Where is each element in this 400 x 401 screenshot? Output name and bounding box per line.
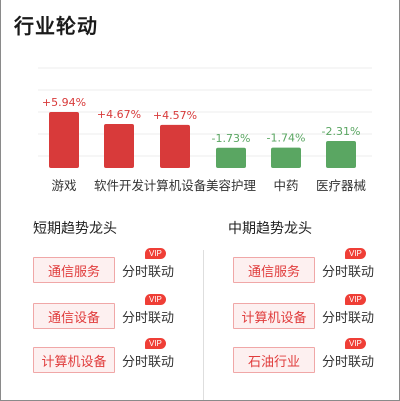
- bar-2: [104, 123, 134, 168]
- bar-value-label-5: -1.74%: [267, 132, 306, 145]
- time-share-link-label[interactable]: 分时联动: [122, 354, 175, 370]
- mid-term-leader-3[interactable]: 石油行业 分时联动 VIP: [233, 337, 375, 375]
- bar-value-label-6: -2.31%: [322, 125, 361, 138]
- short-term-tag-1[interactable]: 通信服务: [33, 257, 115, 283]
- short-term-leader-1[interactable]: 通信服务 分时联动 VIP: [33, 247, 175, 285]
- vip-badge: VIP: [145, 247, 166, 259]
- time-share-link-label[interactable]: 分时联动: [322, 354, 375, 370]
- chart-canvas: +5.94% +4.67% +4.57% -1.73% -1.74% -2.31% 游戏 软件…: [38, 67, 372, 193]
- bar-value-label-3: +4.57%: [153, 109, 197, 122]
- bar-1: [49, 112, 79, 168]
- mid-term-tag-1[interactable]: 通信服务: [233, 257, 315, 283]
- vip-badge: VIP: [345, 247, 366, 259]
- time-share-link-label[interactable]: 分时联动: [122, 264, 175, 280]
- vip-badge: VIP: [345, 337, 366, 349]
- category-label-4: 美容护理: [206, 178, 257, 193]
- mid-term-tag-2[interactable]: 计算机设备: [233, 303, 315, 329]
- vip-badge: VIP: [145, 293, 166, 305]
- short-term-link-1[interactable]: 分时联动 VIP: [122, 247, 175, 280]
- vip-badge: VIP: [145, 337, 166, 349]
- time-share-link-label[interactable]: 分时联动: [322, 310, 375, 326]
- time-share-link-label[interactable]: 分时联动: [122, 310, 175, 326]
- bar-4: [216, 147, 246, 168]
- category-label-1: 游戏: [51, 178, 76, 193]
- industry-rotation-chart: +5.94% +4.67% +4.57% -1.73% -1.74% -2.31% 游戏 软件…: [0, 56, 400, 206]
- category-label-6: 医疗器械: [316, 178, 367, 193]
- vip-badge: VIP: [345, 293, 366, 305]
- mid-term-link-1[interactable]: 分时联动 VIP: [322, 247, 375, 280]
- bar-value-label-1: +5.94%: [42, 96, 86, 109]
- mid-term-link-3[interactable]: 分时联动 VIP: [322, 337, 375, 370]
- bar-value-label-4: -1.73%: [212, 132, 251, 145]
- mid-term-title: 中期趋势龙头: [228, 221, 312, 237]
- mid-term-leader-1[interactable]: 通信服务 分时联动 VIP: [233, 247, 375, 285]
- short-term-link-2[interactable]: 分时联动 VIP: [122, 293, 175, 326]
- short-term-link-3[interactable]: 分时联动 VIP: [122, 337, 175, 370]
- page-title: 行业轮动: [14, 14, 98, 38]
- category-label-2: 软件开发: [94, 178, 145, 193]
- short-term-title: 短期趋势龙头: [33, 221, 117, 237]
- category-label-5: 中药: [273, 178, 298, 193]
- mid-term-tag-3[interactable]: 石油行业: [233, 347, 315, 373]
- bar-3: [160, 124, 190, 168]
- short-term-leader-3[interactable]: 计算机设备 分时联动 VIP: [33, 337, 175, 375]
- mid-term-link-2[interactable]: 分时联动 VIP: [322, 293, 375, 326]
- category-label-3: 计算机设备: [144, 178, 207, 193]
- bar-5: [271, 147, 301, 168]
- short-term-leader-2[interactable]: 通信设备 分时联动 VIP: [33, 293, 175, 331]
- section-divider: [203, 250, 204, 400]
- bar-value-label-2: +4.67%: [97, 108, 141, 121]
- short-term-tag-3[interactable]: 计算机设备: [33, 347, 115, 373]
- bar-6: [326, 141, 356, 168]
- time-share-link-label[interactable]: 分时联动: [322, 264, 375, 280]
- mid-term-leader-2[interactable]: 计算机设备 分时联动 VIP: [233, 293, 375, 331]
- short-term-tag-2[interactable]: 通信设备: [33, 303, 115, 329]
